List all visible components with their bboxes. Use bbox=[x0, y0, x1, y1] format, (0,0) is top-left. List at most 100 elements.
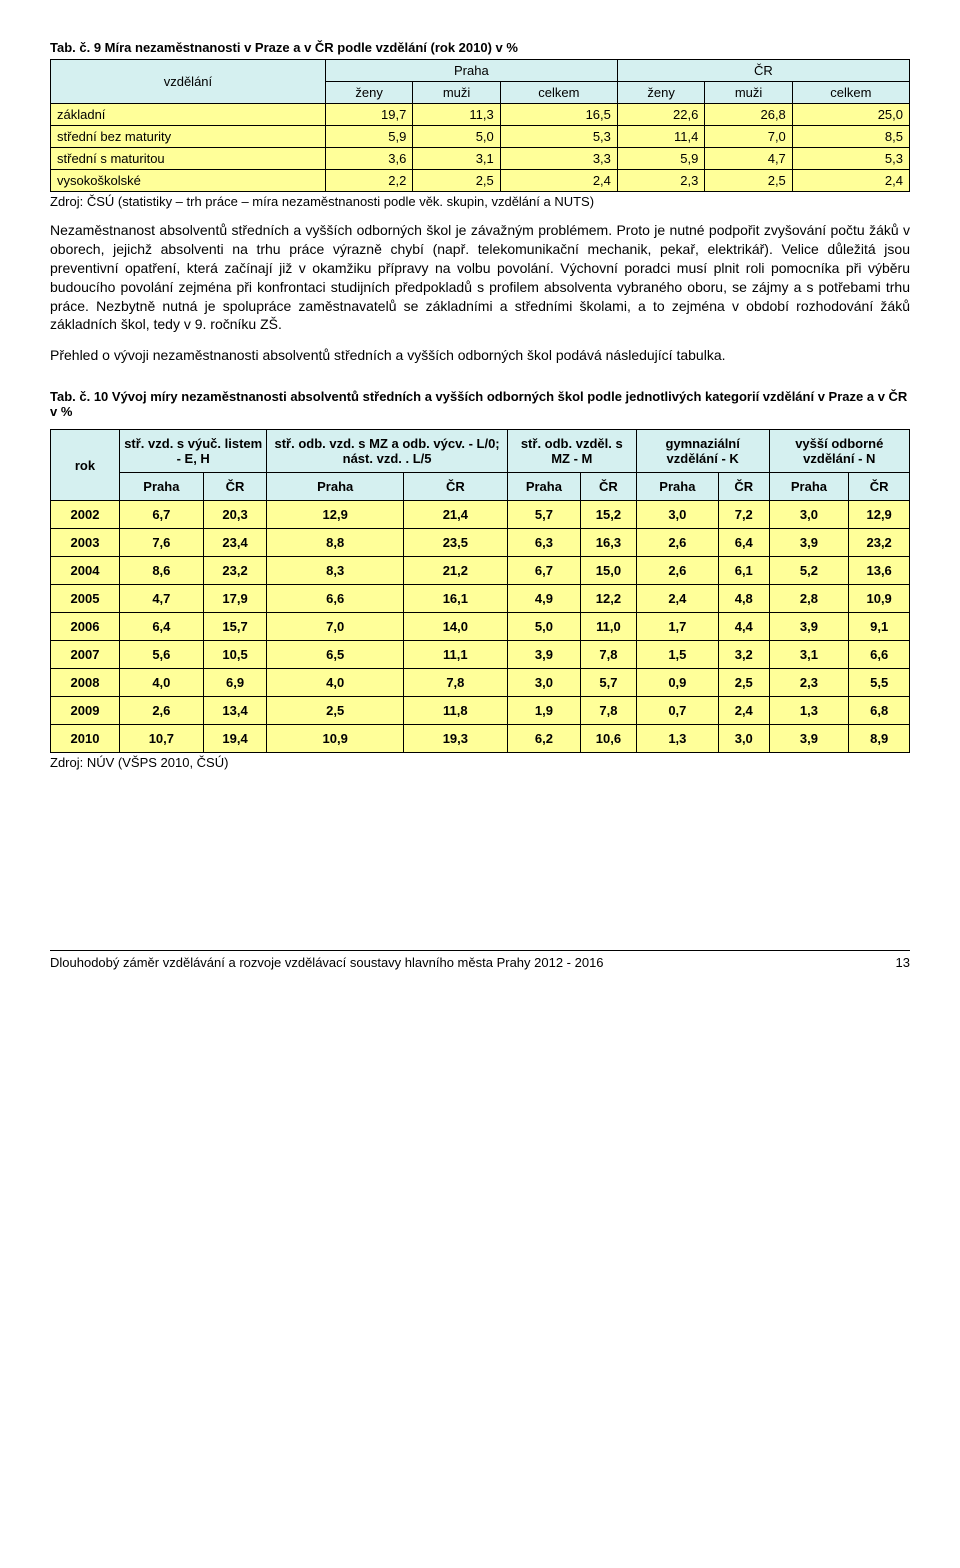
table-cell: 3,1 bbox=[769, 641, 849, 669]
table-cell: 4,0 bbox=[267, 669, 404, 697]
table-cell: 3,3 bbox=[500, 148, 617, 170]
t2-subheader: ČR bbox=[403, 473, 507, 501]
table-cell: 23,2 bbox=[203, 557, 267, 585]
t2-year: 2002 bbox=[51, 501, 120, 529]
table-row-label: základní bbox=[51, 104, 326, 126]
table2-caption: Tab. č. 10 Vývoj míry nezaměstnanosti ab… bbox=[50, 389, 910, 419]
table-cell: 4,9 bbox=[507, 585, 580, 613]
table-cell: 7,6 bbox=[120, 529, 204, 557]
table-cell: 22,6 bbox=[617, 104, 704, 126]
table-cell: 8,9 bbox=[849, 725, 910, 753]
table-cell: 12,2 bbox=[581, 585, 637, 613]
table-cell: 20,3 bbox=[203, 501, 267, 529]
table2: rok stř. vzd. s výuč. listem - E, H stř.… bbox=[50, 429, 910, 753]
table-cell: 11,3 bbox=[413, 104, 500, 126]
table-cell: 8,5 bbox=[792, 126, 909, 148]
table-cell: 3,0 bbox=[718, 725, 769, 753]
t2-rok: rok bbox=[51, 430, 120, 501]
table-cell: 5,5 bbox=[849, 669, 910, 697]
table-cell: 7,2 bbox=[718, 501, 769, 529]
table-cell: 10,5 bbox=[203, 641, 267, 669]
table-cell: 6,3 bbox=[507, 529, 580, 557]
t1-sub-1: muži bbox=[413, 82, 500, 104]
t2-year: 2008 bbox=[51, 669, 120, 697]
table-cell: 3,1 bbox=[413, 148, 500, 170]
paragraph-1: Nezaměstnanost absolventů středních a vy… bbox=[50, 221, 910, 334]
table-cell: 13,4 bbox=[203, 697, 267, 725]
t2-subheader: ČR bbox=[718, 473, 769, 501]
table-cell: 3,9 bbox=[769, 529, 849, 557]
t1-sub-5: celkem bbox=[792, 82, 909, 104]
table-cell: 21,4 bbox=[403, 501, 507, 529]
t1-col-label: vzdělání bbox=[51, 60, 326, 104]
t2-subheader: Praha bbox=[636, 473, 718, 501]
table-cell: 2,6 bbox=[636, 529, 718, 557]
table-cell: 6,5 bbox=[267, 641, 404, 669]
table-cell: 12,9 bbox=[849, 501, 910, 529]
table-cell: 10,6 bbox=[581, 725, 637, 753]
table-row-label: střední s maturitou bbox=[51, 148, 326, 170]
t2-subheader: Praha bbox=[267, 473, 404, 501]
table-cell: 15,7 bbox=[203, 613, 267, 641]
table-cell: 6,1 bbox=[718, 557, 769, 585]
table-cell: 5,0 bbox=[413, 126, 500, 148]
table-cell: 2,4 bbox=[718, 697, 769, 725]
t2-year: 2005 bbox=[51, 585, 120, 613]
table-cell: 3,9 bbox=[507, 641, 580, 669]
table-cell: 10,9 bbox=[267, 725, 404, 753]
table1: vzdělání Praha ČR ženy muži celkem ženy … bbox=[50, 59, 910, 192]
t1-region-praha: Praha bbox=[325, 60, 617, 82]
table-cell: 4,7 bbox=[705, 148, 792, 170]
t1-region-cr: ČR bbox=[617, 60, 909, 82]
paragraph-2: Přehled o vývoji nezaměstnanosti absolve… bbox=[50, 346, 910, 365]
table-cell: 16,5 bbox=[500, 104, 617, 126]
table-cell: 21,2 bbox=[403, 557, 507, 585]
table-cell: 12,9 bbox=[267, 501, 404, 529]
table-cell: 6,4 bbox=[120, 613, 204, 641]
t2-subheader: Praha bbox=[120, 473, 204, 501]
table-cell: 10,7 bbox=[120, 725, 204, 753]
table-cell: 16,3 bbox=[581, 529, 637, 557]
table-cell: 1,3 bbox=[769, 697, 849, 725]
table-cell: 2,2 bbox=[325, 170, 412, 192]
table-cell: 6,4 bbox=[718, 529, 769, 557]
table-cell: 3,0 bbox=[769, 501, 849, 529]
table-cell: 5,2 bbox=[769, 557, 849, 585]
table-cell: 1,9 bbox=[507, 697, 580, 725]
table-cell: 11,4 bbox=[617, 126, 704, 148]
table-cell: 7,8 bbox=[403, 669, 507, 697]
table-cell: 2,3 bbox=[769, 669, 849, 697]
table-cell: 5,0 bbox=[507, 613, 580, 641]
table-cell: 9,1 bbox=[849, 613, 910, 641]
table-cell: 11,8 bbox=[403, 697, 507, 725]
table-cell: 23,4 bbox=[203, 529, 267, 557]
table-cell: 7,8 bbox=[581, 641, 637, 669]
table-cell: 6,9 bbox=[203, 669, 267, 697]
table-cell: 10,9 bbox=[849, 585, 910, 613]
table-row-label: vysokoškolské bbox=[51, 170, 326, 192]
table-cell: 7,8 bbox=[581, 697, 637, 725]
table1-caption: Tab. č. 9 Míra nezaměstnanosti v Praze a… bbox=[50, 40, 910, 55]
table-cell: 2,5 bbox=[718, 669, 769, 697]
table-cell: 3,0 bbox=[636, 501, 718, 529]
table-cell: 13,6 bbox=[849, 557, 910, 585]
table-row-label: střední bez maturity bbox=[51, 126, 326, 148]
table-cell: 5,7 bbox=[507, 501, 580, 529]
t2-year: 2006 bbox=[51, 613, 120, 641]
table-cell: 3,9 bbox=[769, 725, 849, 753]
table-cell: 2,3 bbox=[617, 170, 704, 192]
t2-subheader: ČR bbox=[849, 473, 910, 501]
table-cell: 5,9 bbox=[617, 148, 704, 170]
table-cell: 2,5 bbox=[413, 170, 500, 192]
table-cell: 5,9 bbox=[325, 126, 412, 148]
table-cell: 6,2 bbox=[507, 725, 580, 753]
table-cell: 25,0 bbox=[792, 104, 909, 126]
table-cell: 0,9 bbox=[636, 669, 718, 697]
table-cell: 3,2 bbox=[718, 641, 769, 669]
footer-text: Dlouhodobý záměr vzdělávání a rozvoje vz… bbox=[50, 955, 604, 970]
table-cell: 3,0 bbox=[507, 669, 580, 697]
table-cell: 6,6 bbox=[849, 641, 910, 669]
table-cell: 6,7 bbox=[120, 501, 204, 529]
t2-subheader: Praha bbox=[769, 473, 849, 501]
table-cell: 2,5 bbox=[267, 697, 404, 725]
